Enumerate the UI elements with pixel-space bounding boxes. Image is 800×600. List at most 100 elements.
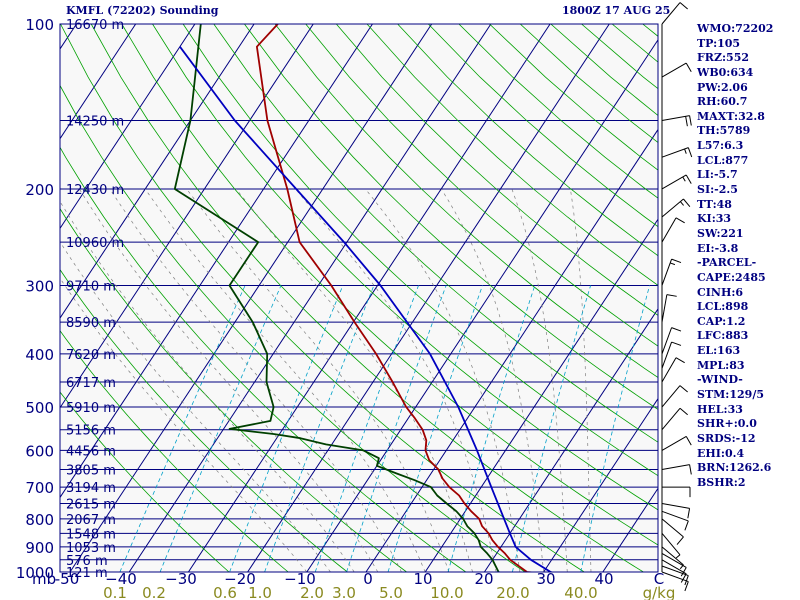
wind-barb — [661, 503, 691, 519]
valid-time: 1800Z 17 AUG 25 — [562, 4, 671, 17]
wind-barb-flag — [689, 115, 692, 126]
wind-barb — [661, 510, 689, 531]
isotherm-line — [60, 24, 373, 499]
index-row: -WIND- — [697, 373, 743, 387]
moist-adiabat-line — [570, 188, 592, 572]
dry-adiabat-line — [335, 24, 658, 316]
isotherm-line — [60, 24, 137, 140]
moist-adiabat-line — [60, 200, 355, 572]
wind-barb-shaft — [661, 115, 690, 121]
wind-barb-shaft — [661, 503, 690, 509]
wind-barb-half — [680, 201, 684, 206]
index-row: SHR+:0.0 — [697, 417, 757, 431]
index-row: RH:60.7 — [697, 95, 748, 109]
index-row: CAPE:2485 — [697, 270, 766, 284]
wind-barb — [661, 385, 688, 408]
parcel-profile — [179, 46, 554, 572]
index-row: LCL:877 — [697, 153, 749, 167]
index-row: WB0:634 — [697, 65, 754, 79]
height-label: 7620 m — [66, 348, 116, 363]
profiles-layer — [173, 24, 554, 572]
temperature-tick-label: −10 — [284, 570, 316, 588]
mixing-ratio-line — [314, 285, 419, 572]
pressure-tick-label: 500 — [25, 399, 54, 417]
wind-barb-shaft — [661, 553, 687, 568]
index-row: LFC:883 — [697, 329, 749, 343]
index-row: FRZ:552 — [697, 51, 750, 65]
wind-barb-shaft — [661, 327, 673, 355]
isotherm-line — [483, 308, 658, 572]
wind-barb-shaft — [661, 258, 673, 286]
mixing-ratio-tick-label: 0.1 — [103, 584, 127, 600]
isotherm-line — [128, 24, 492, 572]
height-label: 576 m — [66, 554, 108, 569]
wind-barb-flag — [685, 116, 688, 127]
dry-adiabat-line — [60, 330, 289, 572]
wind-barb-half — [682, 176, 686, 182]
moist-adiabat-line — [79, 188, 379, 572]
mixing-ratio-line — [119, 285, 246, 572]
mixing-ratio-tick-label: 2.0 — [300, 584, 324, 600]
wind-barb-flag — [679, 407, 688, 416]
wind-barb-flag — [671, 341, 682, 346]
mixing-ratio-tick-label: 40.0 — [564, 584, 597, 600]
wind-barb-half — [675, 554, 681, 559]
height-label: 3194 m — [66, 481, 116, 496]
wind-barb-shaft — [661, 571, 689, 583]
height-label: 16670 m — [66, 18, 124, 33]
height-label: 1053 m — [66, 541, 116, 556]
mixing-ratio-line — [159, 285, 282, 572]
wind-barb — [661, 327, 682, 355]
wind-barb — [661, 357, 685, 383]
wind-barb-shaft — [661, 217, 677, 243]
height-label: 6717 m — [66, 376, 116, 391]
wind-barb-half — [670, 262, 676, 266]
wind-barb-flag — [683, 198, 691, 207]
wind-barb — [661, 407, 688, 431]
isotherm-line — [60, 24, 314, 409]
pressure-tick-label: 400 — [25, 346, 54, 364]
dry-adiabat-line — [274, 24, 658, 378]
wind-barb — [661, 533, 681, 559]
index-row: SI:-2.5 — [697, 183, 738, 197]
wind-barb-shaft — [661, 385, 681, 408]
wind-barb-flag — [676, 536, 684, 545]
wind-barb — [661, 174, 692, 190]
index-row: EI:-3.8 — [697, 241, 739, 255]
temperature-profile — [255, 24, 538, 572]
wind-barb-shaft — [661, 147, 689, 158]
wind-barb-flag — [675, 357, 685, 364]
wind-barb-shaft — [661, 294, 668, 323]
wind-barb-flag — [684, 575, 689, 586]
wind-barb-flag — [685, 62, 692, 73]
wind-barb — [661, 62, 692, 78]
pressure-tick-label: 300 — [25, 277, 54, 295]
mixing-ratio-tick-label: 20.0 — [496, 584, 529, 600]
wind-barb-flag — [685, 436, 692, 446]
wind-barb — [661, 2, 688, 25]
index-row: -PARCEL- — [697, 256, 757, 270]
temperature-tick-label: 20 — [474, 570, 493, 588]
index-row: CAP:1.2 — [697, 314, 746, 328]
wind-barb-half — [679, 564, 684, 570]
wind-barb-shaft — [661, 546, 684, 566]
mixing-ratio-line — [580, 285, 650, 572]
wind-barb-shaft — [661, 62, 687, 78]
wind-barb-shaft — [661, 2, 681, 25]
index-row: LI:-5.7 — [697, 168, 738, 182]
index-row: MAXT:32.8 — [697, 109, 765, 123]
index-row: SW:221 — [697, 226, 744, 240]
pressure-tick-label: 100 — [25, 16, 54, 34]
wind-barb — [661, 435, 692, 451]
pressure-tick-label: 1000 — [16, 564, 54, 582]
wind-barb — [661, 217, 685, 243]
pressure-tick-label: 600 — [25, 442, 54, 460]
wind-barb — [662, 486, 691, 498]
index-row: PW:2.06 — [697, 80, 748, 94]
index-row: TT:48 — [697, 197, 732, 211]
index-row: MPL:83 — [697, 358, 745, 372]
wind-barb-flag — [680, 573, 687, 583]
index-row: EL:163 — [697, 344, 741, 358]
index-row: CINH:6 — [697, 285, 744, 299]
wind-barb-shaft — [661, 198, 684, 218]
